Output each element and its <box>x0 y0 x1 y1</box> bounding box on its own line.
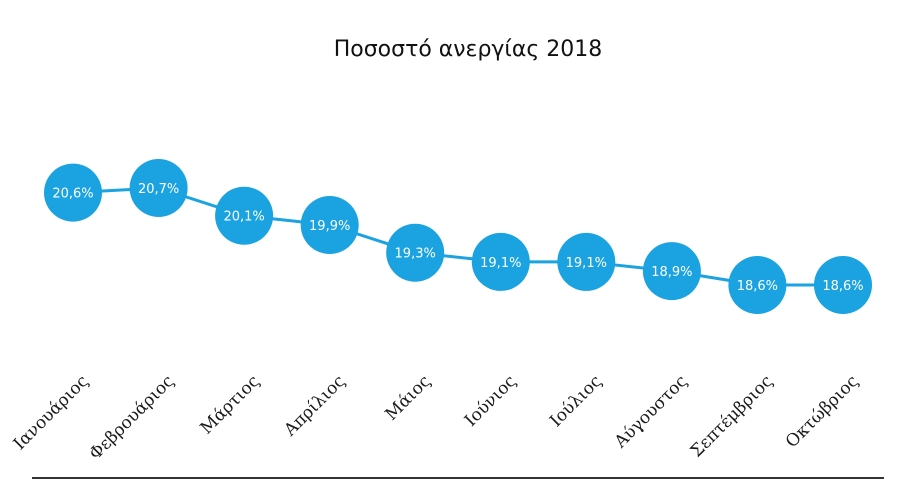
data-value-label: 18,6% <box>822 279 863 294</box>
category-tick-label: Αύγουστος <box>610 371 691 452</box>
data-value-label: 19,1% <box>566 256 607 271</box>
data-point-marker <box>215 186 274 245</box>
data-point-marker <box>814 256 872 314</box>
data-point-marker <box>44 163 102 222</box>
series-layer: 20,6% 20,7% 20,1% 19,9% 19,3% 19,1% 19,1% 18,9%… <box>44 159 872 314</box>
data-value-label: 20,7% <box>138 182 179 197</box>
series-line <box>72 186 843 287</box>
data-point-marker <box>728 256 787 314</box>
category-tick-label: Ιούλιος <box>546 371 606 431</box>
chart-title: Ποσοστό ανεργίας 2018 <box>334 37 603 62</box>
category-tick-label: Ιανουάριος <box>10 371 93 454</box>
data-value-label: 18,6% <box>737 279 778 294</box>
data-value-label: 19,3% <box>395 247 436 262</box>
category-tick-label: Φεβρουάριος <box>85 371 178 464</box>
category-tick-label: Σεπτέμβριος <box>687 371 777 461</box>
category-tick-label: Απρίλιος <box>280 371 350 441</box>
data-point-marker <box>129 159 188 217</box>
data-value-label: 20,6% <box>52 187 93 202</box>
category-tick-label: Μάιος <box>381 371 434 424</box>
data-value-label: 19,1% <box>480 256 521 271</box>
data-value-label: 19,9% <box>309 219 350 234</box>
data-value-label: 18,9% <box>651 265 692 280</box>
data-point-marker <box>642 242 701 301</box>
category-tick-label: Ιούνιος <box>461 371 520 430</box>
data-point-marker <box>386 223 445 282</box>
data-point-marker <box>557 232 616 291</box>
category-tick-label: Μάρτιος <box>197 371 264 438</box>
data-point-marker <box>300 196 359 254</box>
data-point-marker <box>471 232 530 291</box>
data-value-label: 20,1% <box>223 210 264 225</box>
category-tick-label: Οκτώβριος <box>782 371 863 452</box>
